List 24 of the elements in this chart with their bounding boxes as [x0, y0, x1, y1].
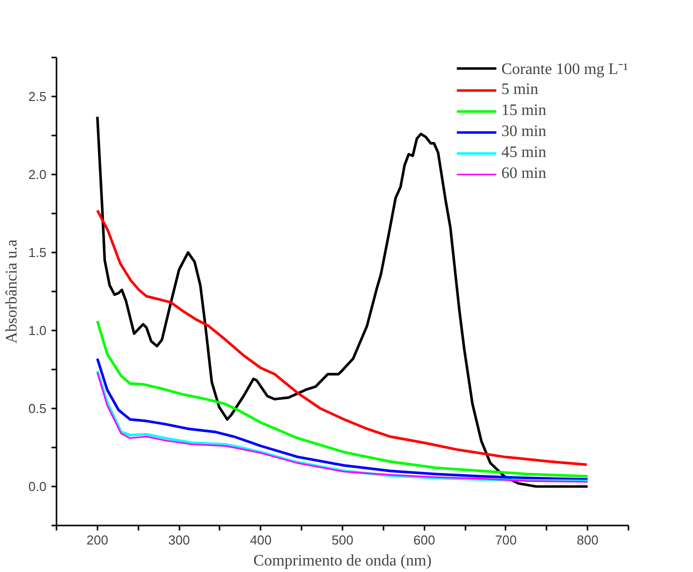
- x-tick-label: 400: [250, 532, 272, 548]
- y-axis-title: Absorbância u.a: [3, 240, 20, 344]
- x-tick-label: 600: [413, 532, 436, 548]
- legend-label: 15 min: [501, 101, 546, 121]
- x-tick-label: 800: [576, 532, 598, 548]
- x-axis-title: Comprimento de onda (nm): [253, 552, 432, 570]
- legend-label: Corante 100 mg L⁻¹: [501, 60, 628, 79]
- y-tick-label: 0.0: [28, 479, 47, 494]
- line-series: [96, 115, 589, 488]
- x-tick-label: 200: [86, 532, 108, 548]
- y-tick-label: 1.0: [28, 323, 47, 338]
- legend-label: 30 min: [501, 122, 546, 142]
- y-tick-label: 0.5: [28, 401, 47, 416]
- legend-label: 60 min: [501, 164, 546, 184]
- x-tick-label: 700: [495, 532, 517, 548]
- line-series: [96, 209, 588, 466]
- x-tick-label: 300: [168, 532, 190, 548]
- line-series: [96, 320, 589, 478]
- y-tick-label: 2.5: [28, 89, 47, 104]
- y-tick-label: 2.0: [28, 167, 47, 182]
- legend-label: 5 min: [501, 80, 538, 100]
- legend-label: 45 min: [501, 143, 546, 163]
- y-tick-label: 1.5: [28, 245, 47, 260]
- x-tick-label: 500: [332, 532, 354, 548]
